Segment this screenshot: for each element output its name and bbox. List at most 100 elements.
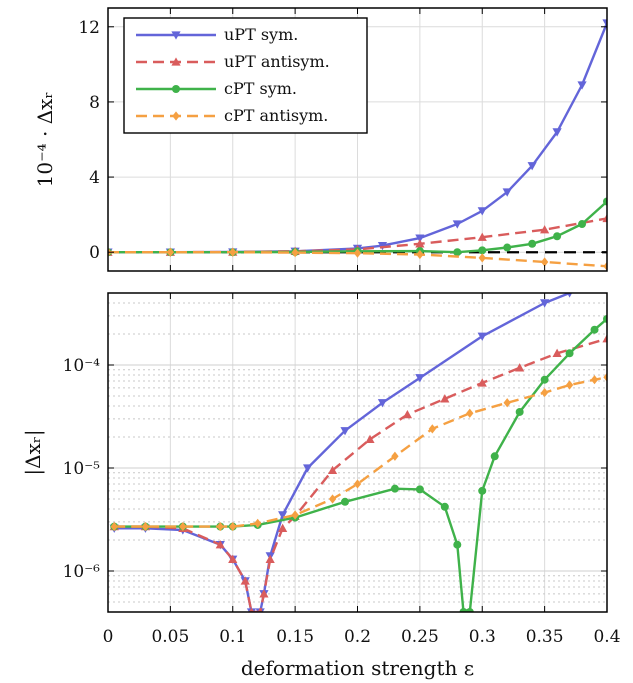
bottom-cpt-sym-point <box>540 375 549 384</box>
bottom-cpt-antisym-point <box>353 479 362 489</box>
bottom-cpt-antisym-point <box>466 408 474 418</box>
top-y-tick-label: 4 <box>89 168 100 188</box>
bottom-cpt-antisym-line <box>114 376 607 528</box>
bottom-cpt-antisym-point <box>391 451 399 461</box>
bottom-cpt-sym-point <box>390 484 399 493</box>
bottom-cpt-antisym-point <box>216 521 224 532</box>
bottom-upt-antisym-point <box>552 348 562 357</box>
bottom-upt-antisym-point <box>602 334 607 343</box>
legend: uPT sym. uPT antisym. cPT sym. cPT antisym. <box>123 17 368 134</box>
bottom-y-tick-label: 10⁻⁵ <box>63 459 101 479</box>
bottom-upt-antisym-point <box>327 465 338 474</box>
bottom-cpt-antisym-point <box>179 521 187 532</box>
bottom-cpt-sym-point <box>478 486 487 495</box>
bottom-upt-antisym-point <box>265 554 275 563</box>
bottom-upt-sym-point <box>303 464 313 473</box>
bottom-upt-sym-point <box>415 374 425 383</box>
bottom-cpt-sym-point <box>490 452 499 461</box>
bottom-cpt-sym-point <box>515 407 524 416</box>
top-upt-antisym-line <box>108 217 607 254</box>
bottom-cpt-sym-point <box>465 608 474 612</box>
bottom-cpt-antisym-point <box>428 424 437 434</box>
x-tick-label: 0.1 <box>219 627 246 647</box>
top-upt-antisym-point <box>540 225 550 234</box>
top-upt-sym-point <box>477 207 487 216</box>
top-upt-sym-point <box>552 128 562 137</box>
legend-entry-label: cPT sym. <box>224 79 297 98</box>
bottom-cpt-antisym-point <box>540 387 549 398</box>
top-y-tick-label: 12 <box>78 18 100 38</box>
top-cpt-sym-point <box>503 243 512 252</box>
bottom-upt-antisym-point <box>215 540 225 549</box>
bottom-upt-antisym-point <box>240 576 250 585</box>
x-tick-label: 0.25 <box>401 627 439 647</box>
bottom-y-axis-label: |Δxᵣ| <box>21 429 46 475</box>
top-cpt-antisym-point <box>540 257 549 267</box>
top-cpt-sym-point <box>603 197 607 206</box>
top-upt-sym-point <box>502 188 512 197</box>
bottom-y-tick-label: 10⁻⁴ <box>63 356 101 376</box>
top-upt-sym-point <box>577 81 587 90</box>
bottom-cpt-antisym-point <box>565 380 574 390</box>
bottom-cpt-antisym-series <box>110 372 607 532</box>
bottom-upt-sym-line <box>114 293 571 612</box>
legend-entry-label: cPT antisym. <box>224 106 328 125</box>
legend-entry-label: uPT sym. <box>224 25 298 44</box>
x-tick-label: 0.35 <box>526 627 564 647</box>
top-cpt-antisym-point <box>478 253 486 263</box>
top-cpt-sym-point <box>553 232 562 241</box>
bottom-cpt-antisym-point <box>141 521 150 532</box>
legend-entry-label: uPT antisym. <box>224 52 330 71</box>
x-tick-label: 0.2 <box>344 627 371 647</box>
legend-swatch-marker <box>171 57 181 66</box>
bottom-cpt-sym-point <box>459 608 468 612</box>
top-upt-sym-point <box>602 19 607 28</box>
top-y-tick-label: 8 <box>89 93 100 113</box>
bottom-upt-antisym-point <box>440 394 450 403</box>
top-upt-sym-point <box>452 220 462 229</box>
bottom-cpt-sym-point <box>341 497 350 506</box>
bottom-cpt-antisym-point <box>603 372 607 382</box>
bottom-upt-antisym-point <box>365 434 375 443</box>
bottom-cpt-antisym-point <box>110 521 118 532</box>
x-axis-label: deformation strength ε <box>241 656 474 680</box>
bottom-cpt-sym-point <box>415 485 424 494</box>
top-cpt-antisym-point <box>166 247 175 257</box>
legend-swatch-marker <box>172 111 180 121</box>
bottom-cpt-sym-point <box>453 540 462 549</box>
x-tick-label: 0 <box>103 627 114 647</box>
top-cpt-antisym-point <box>603 261 607 271</box>
bottom-upt-sym-point <box>340 427 350 436</box>
bottom-y-tick-label: 10⁻⁶ <box>63 562 101 582</box>
top-upt-antisym-point <box>415 239 425 248</box>
legend-swatch-marker <box>171 31 181 40</box>
bottom-upt-sym-point <box>278 511 288 520</box>
x-tick-label: 0.15 <box>276 627 314 647</box>
top-cpt-antisym-point <box>353 248 362 258</box>
bottom-cpt-antisym-point <box>503 398 511 408</box>
top-panel: 0 4 8 12 uPT sym. uPT antisym. cPT sym. cPT ant… <box>78 7 608 272</box>
bottom-cpt-antisym-point <box>229 521 237 532</box>
bottom-panel: 10⁻⁶ 10⁻⁵ 10⁻⁴ 0 0.05 0.1 0.15 0.2 0.25 0.3 0.35 0.… <box>63 292 621 647</box>
top-cpt-sym-point <box>528 239 537 248</box>
bottom-upt-sym-point <box>377 399 388 408</box>
bottom-cpt-antisym-point <box>590 375 599 385</box>
bottom-cpt-antisym-point <box>291 510 299 520</box>
legend-box <box>123 17 368 134</box>
bottom-upt-antisym-point <box>248 607 255 612</box>
x-tick-label: 0.3 <box>469 627 496 647</box>
top-cpt-antisym-point <box>229 247 237 257</box>
top-upt-antisym-point <box>477 232 487 241</box>
top-upt-sym-point <box>527 162 537 171</box>
bottom-cpt-antisym-point <box>328 494 337 504</box>
top-y-axis-label: 10⁻⁴ · Δxᵣ <box>33 92 57 188</box>
bottom-upt-antisym-point <box>477 378 487 387</box>
x-tick-label: 0.4 <box>593 627 620 647</box>
bottom-upt-antisym-point <box>402 409 412 419</box>
bottom-upt-sym-series <box>109 293 573 612</box>
top-cpt-sym-point <box>453 248 462 257</box>
x-tick-label: 0.05 <box>151 627 189 647</box>
bottom-cpt-sym-point <box>603 314 607 323</box>
top-upt-sym-point <box>415 234 425 243</box>
